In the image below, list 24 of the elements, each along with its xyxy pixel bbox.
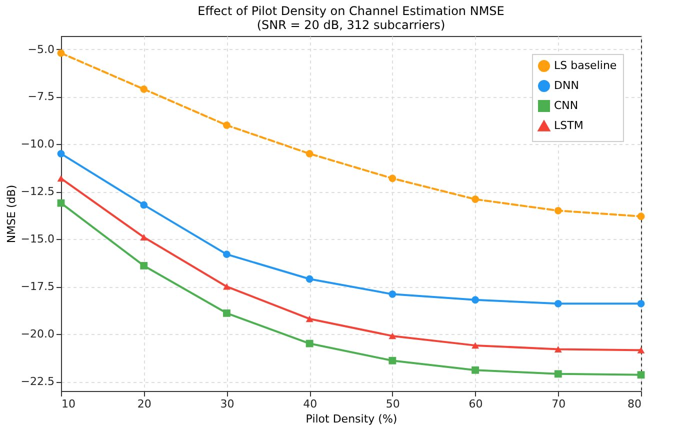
y-tick-label: −5.0 xyxy=(28,42,54,56)
x-tick-label: 20 xyxy=(137,398,152,410)
legend-label: LS baseline xyxy=(554,59,617,72)
y-axis-title: NMSE (dB) xyxy=(4,184,18,244)
legend-label: CNN xyxy=(554,99,578,112)
y-tick-label: −17.5 xyxy=(20,280,54,294)
x-tick-label: 40 xyxy=(303,398,318,410)
chart-subtitle: (SNR = 20 dB, 312 subcarriers) xyxy=(256,18,446,32)
y-tick-label: −20.0 xyxy=(20,328,54,341)
y-tick-label: −22.5 xyxy=(20,375,54,388)
legend-label: LSTM xyxy=(554,119,584,132)
y-tick-label: −10.0 xyxy=(20,138,54,151)
x-tick-label: 60 xyxy=(468,398,483,410)
chart-title: Effect of Pilot Density on Channel Estimation NMSE xyxy=(198,4,504,18)
x-tick-label: 30 xyxy=(220,398,234,410)
x-tick-label: 10 xyxy=(62,398,76,410)
y-tick-label: −7.5 xyxy=(28,90,54,104)
x-tick-label: 50 xyxy=(386,398,400,410)
y-tick-label: −12.5 xyxy=(20,185,54,198)
x-tick-label: 70 xyxy=(552,398,566,410)
legend-label: DNN xyxy=(554,79,579,92)
x-tick-label: 80 xyxy=(628,398,642,410)
y-tick-label: −15.0 xyxy=(20,232,54,246)
x-axis-title: Pilot Density (%) xyxy=(306,412,398,426)
